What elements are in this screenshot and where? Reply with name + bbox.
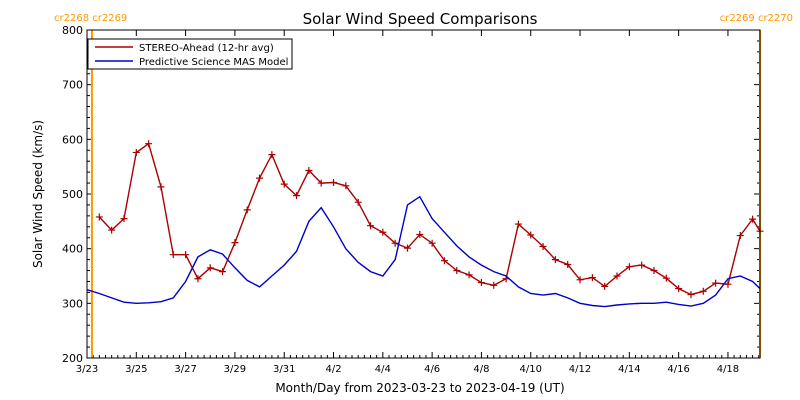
stereo-data-point xyxy=(366,222,374,230)
y-axis-label: Solar Wind Speed (km/s) xyxy=(31,120,45,268)
x-tick-label: 4/8 xyxy=(473,364,489,375)
stereo-data-point xyxy=(132,148,140,156)
stereo-data-point xyxy=(354,198,362,206)
stereo-data-point xyxy=(453,267,461,275)
stereo-data-point xyxy=(514,220,522,228)
stereo-series-line xyxy=(98,142,761,296)
x-tick-label: 3/27 xyxy=(174,364,196,375)
x-tick-label: 3/29 xyxy=(224,364,246,375)
y-tick-label: 800 xyxy=(62,24,83,37)
x-tick-label: 4/14 xyxy=(618,364,640,375)
stereo-data-point xyxy=(638,261,646,269)
x-axis-label: Month/Day from 2023-03-23 to 2023-04-19 … xyxy=(275,381,564,395)
stereo-data-point xyxy=(182,251,190,259)
stereo-data-point xyxy=(564,261,572,269)
stereo-data-point xyxy=(256,174,264,182)
stereo-data-point xyxy=(527,231,535,239)
legend-label-stereo: STEREO-Ahead (12-hr avg) xyxy=(139,43,274,54)
stereo-data-point xyxy=(416,230,424,238)
stereo-data-point xyxy=(749,215,757,223)
stereo-data-point xyxy=(317,179,325,187)
model-series-line xyxy=(86,195,761,308)
x-tick-label: 3/23 xyxy=(76,364,98,375)
rotation-label-left: cr2268 cr2269 xyxy=(54,13,127,24)
stereo-data-point xyxy=(551,256,559,264)
stereo-data-point xyxy=(219,268,227,276)
stereo-data-point xyxy=(490,281,498,289)
stereo-data-point xyxy=(268,151,276,159)
legend-label-model: Predictive Science MAS Model xyxy=(139,57,288,68)
stereo-data-point xyxy=(293,192,301,200)
y-tick-label: 700 xyxy=(62,79,83,92)
y-tick-label: 400 xyxy=(62,243,83,256)
x-tick-label: 4/2 xyxy=(325,364,341,375)
stereo-data-point xyxy=(280,180,288,188)
stereo-data-point xyxy=(662,274,670,282)
stereo-data-point xyxy=(712,279,720,287)
legend: STEREO-Ahead (12-hr avg) Predictive Scie… xyxy=(87,38,293,70)
x-tick-label: 4/12 xyxy=(569,364,591,375)
legend-box xyxy=(87,38,293,70)
stereo-data-point xyxy=(231,239,239,247)
chart-title: Solar Wind Speed Comparisons xyxy=(303,10,538,28)
rotation-label-right: cr2269 cr2270 xyxy=(720,13,793,24)
stereo-data-point xyxy=(305,166,313,174)
stereo-data-point xyxy=(428,239,436,247)
stereo-data-point xyxy=(379,228,387,236)
x-tick-label: 4/4 xyxy=(375,364,391,375)
stereo-data-point xyxy=(403,244,411,252)
stereo-data-point xyxy=(477,279,485,287)
stereo-data-point xyxy=(391,239,399,247)
stereo-data-point xyxy=(675,285,683,293)
y-tick-label: 300 xyxy=(62,297,83,310)
stereo-data-point xyxy=(539,242,547,250)
stereo-data-point xyxy=(588,274,596,282)
stereo-data-point xyxy=(342,182,350,190)
stereo-data-point xyxy=(613,272,621,280)
x-tick-label: 4/6 xyxy=(424,364,440,375)
plot-area xyxy=(86,29,764,359)
y-tick-label: 500 xyxy=(62,188,83,201)
plot-frame xyxy=(86,29,761,359)
stereo-data-point xyxy=(330,179,338,187)
stereo-data-point xyxy=(120,215,128,223)
y-tick-label: 600 xyxy=(62,133,83,146)
x-tick-label: 4/18 xyxy=(717,364,739,375)
stereo-data-point xyxy=(108,226,116,234)
stereo-data-point xyxy=(601,282,609,290)
x-tick-label: 4/16 xyxy=(667,364,689,375)
stereo-data-point xyxy=(625,263,633,271)
stereo-data-point xyxy=(194,275,202,283)
stereo-data-point xyxy=(724,280,732,288)
stereo-data-point xyxy=(576,276,584,284)
stereo-data-point xyxy=(206,264,214,272)
stereo-data-point xyxy=(169,251,177,259)
stereo-data-point xyxy=(736,232,744,240)
stereo-data-point xyxy=(145,140,153,148)
x-tick-label: 4/10 xyxy=(520,364,542,375)
stereo-data-point xyxy=(699,287,707,295)
stereo-data-point xyxy=(243,206,251,214)
stereo-data-point xyxy=(465,271,473,279)
stereo-data-point xyxy=(440,257,448,265)
stereo-data-point xyxy=(95,213,103,221)
y-tick-label: 200 xyxy=(62,352,83,365)
x-tick-label: 3/31 xyxy=(273,364,295,375)
stereo-data-point xyxy=(157,183,165,191)
x-tick-label: 3/25 xyxy=(125,364,147,375)
stereo-data-point xyxy=(687,291,695,299)
stereo-data-point xyxy=(650,267,658,275)
